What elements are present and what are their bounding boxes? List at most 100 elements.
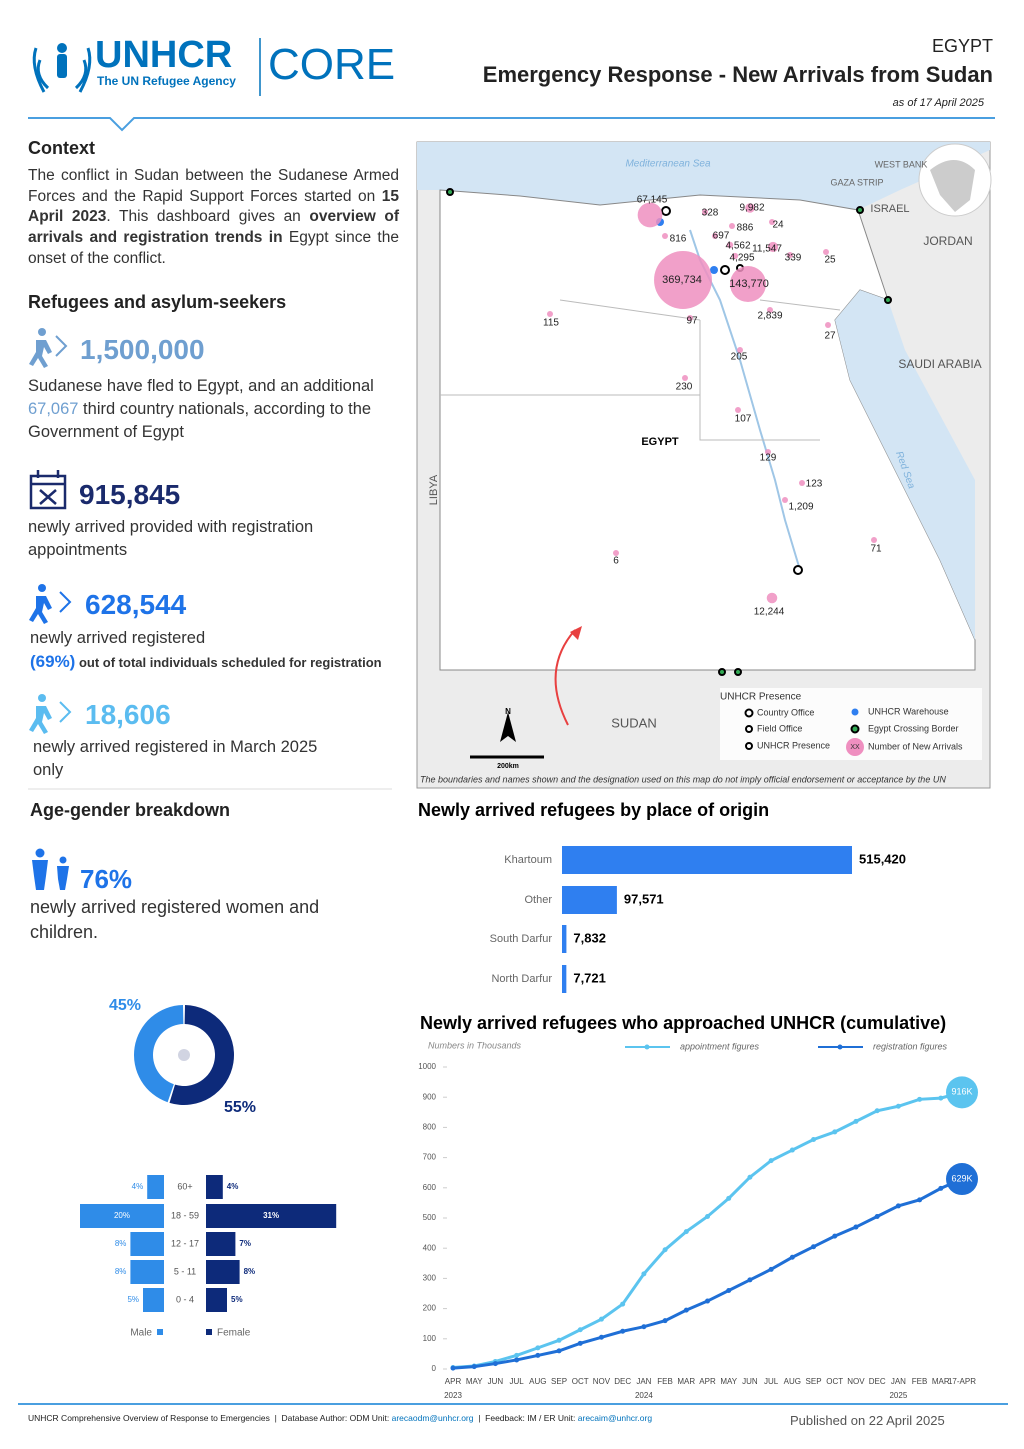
shape [570, 626, 582, 640]
point [747, 1174, 753, 1180]
point [598, 1334, 604, 1340]
arrival-label: 4,295 [729, 253, 754, 264]
text: Sudanese have fled to Egypt, and an addi… [28, 377, 374, 395]
shape [846, 738, 864, 756]
stat-text: Sudanese have fled to Egypt, and an addi… [28, 375, 398, 444]
heading: Refugees and asylum-seekers [28, 292, 287, 312]
shape [38, 328, 46, 336]
legend-label: appointment figures [680, 1041, 760, 1051]
age-label: 12 - 17 [171, 1238, 199, 1248]
text: overview of arrivals and registration tr… [28, 208, 399, 247]
x-tick-label: AUG [784, 1377, 801, 1386]
email[interactable]: arecaodm@unhcr.org [391, 1413, 474, 1423]
point [598, 1316, 604, 1322]
point [726, 1287, 732, 1293]
text: 15 April 2023 [28, 187, 399, 226]
shape [59, 701, 72, 723]
donut-icon [178, 1049, 190, 1061]
arrival-bubble [787, 252, 793, 258]
text: Egypt since the onset of the conflict. [28, 229, 399, 267]
point [492, 1361, 498, 1367]
value-label: 515,420 [859, 851, 906, 866]
stat-text: newly arrived registered (69%) out of tot… [30, 627, 400, 674]
x-tick-label: NOV [593, 1377, 611, 1386]
bar [130, 1260, 164, 1284]
shape [446, 188, 454, 196]
arrival-bubble [613, 550, 619, 556]
legend-dot [837, 1044, 843, 1050]
value-label: 7,832 [573, 930, 606, 945]
arrival-bubble [825, 322, 831, 328]
shape [32, 47, 92, 93]
donut-segment [133, 1005, 184, 1103]
x-tick-label: JUN [488, 1377, 504, 1386]
category-label: Khartoum [504, 854, 552, 866]
point [705, 1213, 710, 1219]
logo-tagline: The UN Refugee Agency [97, 74, 236, 88]
stat-text: newly arrived registered in March 2025 o… [33, 738, 318, 779]
arrival-label: 205 [731, 352, 748, 363]
y-tick-label: 900 [423, 1092, 437, 1101]
chart-title: Newly arrived refugees by place of origi… [418, 800, 769, 820]
x-tick-label: JAN [891, 1377, 906, 1386]
arrival-bubble [654, 251, 712, 309]
bar-label: 5% [231, 1295, 243, 1304]
point [789, 1254, 795, 1260]
published: Published on 22 April 2025 [790, 1413, 945, 1428]
series-line [452, 1090, 963, 1369]
category-label: Other [524, 894, 552, 906]
x-tick-label: DEC [869, 1377, 886, 1386]
shape [884, 296, 892, 304]
arrival-label: 11,547 [752, 244, 782, 255]
arrival-bubble [737, 347, 743, 353]
y-tick-label: 800 [423, 1123, 437, 1132]
map-legend-title: UNHCR Presence [720, 692, 802, 703]
point [768, 1158, 774, 1164]
point [535, 1352, 541, 1358]
logo-emblem [32, 47, 92, 93]
shape [55, 335, 68, 357]
shape [856, 206, 864, 214]
x-tick-label: 17-APR [948, 1377, 976, 1386]
bar-label: 8% [244, 1267, 256, 1276]
point [450, 1365, 456, 1371]
category-label: North Darfur [491, 973, 552, 985]
stat-text: newly arrived provided with registration… [28, 518, 314, 559]
shape [38, 694, 46, 702]
arrival-bubble [702, 209, 708, 215]
y-tick-label: 1000 [418, 1062, 436, 1071]
map-label: LIBYA [428, 474, 440, 505]
point [938, 1095, 944, 1101]
shape [38, 584, 46, 592]
point [705, 1298, 710, 1304]
shape [29, 340, 52, 368]
footer-text: Database Author: ODM Unit: [281, 1413, 390, 1423]
arrival-bubble [767, 241, 779, 253]
shape [744, 708, 754, 718]
point [620, 1328, 626, 1334]
shape [36, 59, 88, 90]
map-label: EGYPT [641, 436, 679, 448]
bar-label: 4% [132, 1182, 144, 1191]
map-legend-item: Country Office [757, 707, 814, 717]
point [895, 1203, 901, 1209]
series-line [452, 1177, 963, 1370]
y-tick-label: 400 [423, 1243, 437, 1252]
bar [562, 846, 852, 874]
bar-label: 7% [239, 1239, 251, 1248]
shape [720, 265, 730, 275]
shape [29, 470, 67, 510]
point [662, 1318, 668, 1324]
shape [32, 860, 48, 890]
point [577, 1340, 583, 1346]
highlight: 67,067 [28, 400, 79, 418]
shape [440, 299, 841, 441]
arrival-label: 25 [824, 255, 836, 266]
arrival-label: 123 [806, 479, 823, 490]
shape [29, 328, 68, 368]
y-tick-label: 300 [423, 1274, 437, 1283]
x-tick-label: DEC [614, 1377, 631, 1386]
email[interactable]: arecaim@unhcr.org [577, 1413, 653, 1423]
age-label: 5 - 11 [174, 1266, 196, 1276]
